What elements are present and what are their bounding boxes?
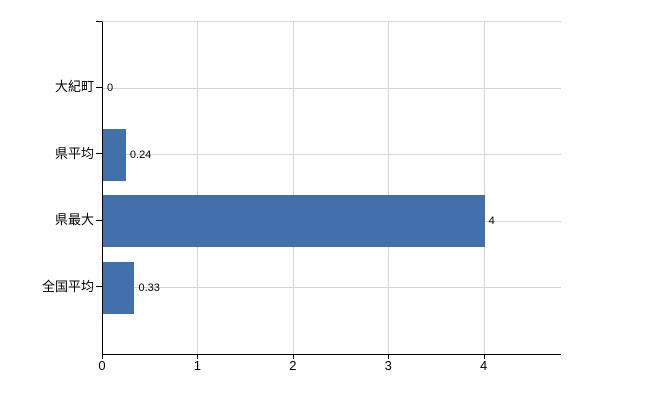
- gridline-vertical: [197, 22, 199, 354]
- bar-value-label: 0: [107, 82, 114, 95]
- gridline-vertical: [388, 22, 390, 354]
- x-axis-tick: [102, 354, 103, 359]
- gridline-horizontal: [103, 87, 561, 89]
- x-axis-tick-label: 1: [193, 358, 202, 373]
- gridline-horizontal: [103, 154, 561, 156]
- y-axis-tick: [96, 153, 102, 155]
- category-label: 県最大: [54, 212, 94, 228]
- y-axis-top-tick: [96, 21, 102, 22]
- x-axis-tick: [197, 354, 199, 359]
- gridline-vertical: [483, 22, 485, 354]
- bar-value-label: 0.24: [129, 148, 152, 161]
- bar-value-label: 0.33: [138, 281, 160, 294]
- x-axis-tick: [292, 354, 294, 359]
- gridline-vertical: [292, 22, 294, 354]
- category-label: 全国平均: [41, 278, 94, 294]
- x-axis-tick: [388, 354, 390, 359]
- bar: [103, 128, 126, 181]
- bar-value-label: 4: [488, 215, 495, 228]
- x-axis-tick: [483, 354, 485, 359]
- y-axis-tick: [96, 86, 102, 88]
- x-axis-tick-label: 2: [289, 358, 297, 373]
- category-label: 県平均: [54, 145, 94, 161]
- category-label: 大紀町: [54, 79, 94, 95]
- x-axis-tick-label: 0: [98, 358, 106, 373]
- bar: [103, 195, 485, 248]
- x-axis-tick-label: 4: [480, 358, 488, 373]
- bar: [103, 261, 135, 314]
- x-axis-tick-label: 3: [384, 358, 392, 373]
- plot-area: 0 0.24 4 0.33: [102, 21, 561, 355]
- y-axis-tick: [96, 219, 102, 221]
- gridline-horizontal: [103, 287, 561, 289]
- y-axis-tick: [96, 286, 102, 288]
